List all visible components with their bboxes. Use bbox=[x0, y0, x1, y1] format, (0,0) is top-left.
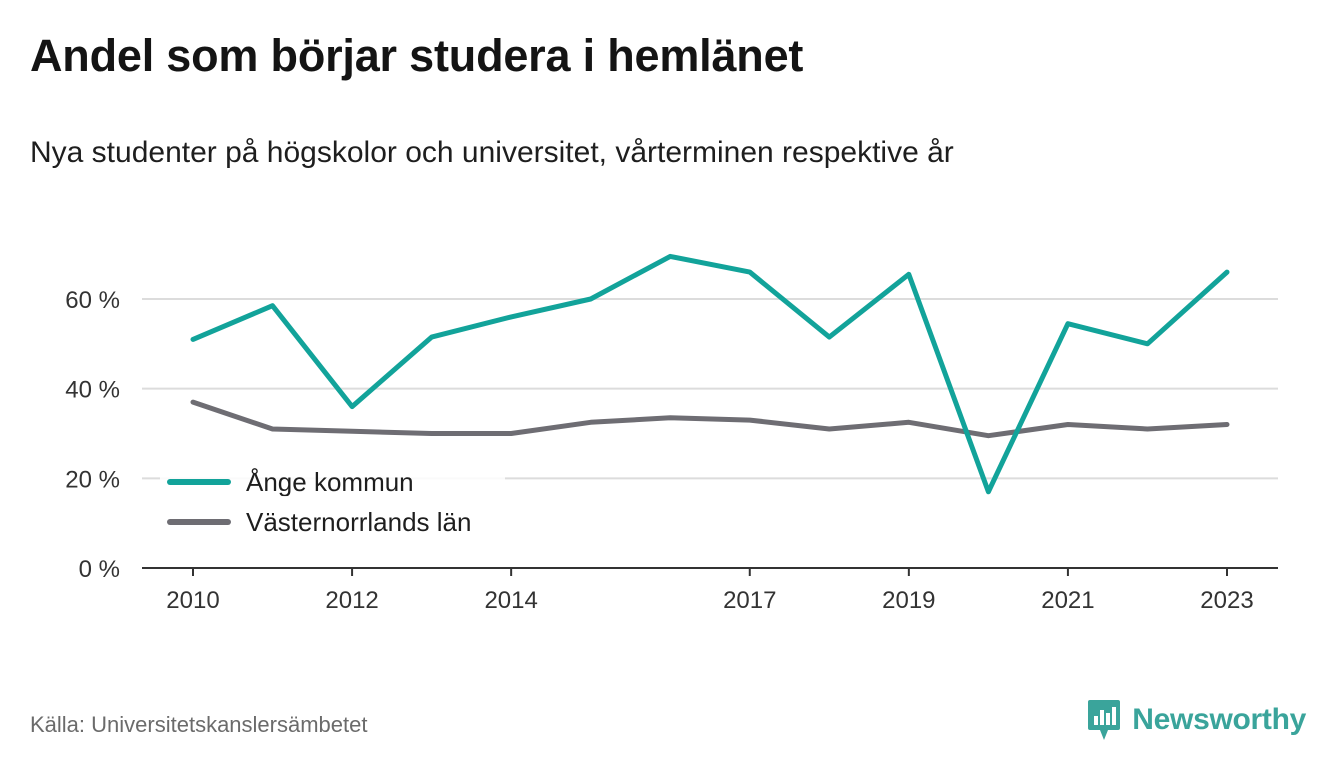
x-tick-label: 2023 bbox=[1200, 587, 1253, 614]
legend-item: Ånge kommun bbox=[160, 456, 505, 497]
y-tick-label: 40 % bbox=[65, 377, 120, 404]
legend-item: Västernorrlands län bbox=[160, 496, 505, 537]
brand-name: Newsworthy bbox=[1132, 703, 1306, 736]
x-tick-label: 2012 bbox=[325, 587, 378, 614]
x-tick-label: 2021 bbox=[1041, 587, 1094, 614]
series-lines bbox=[190, 253, 1230, 495]
x-tick-label: 2017 bbox=[723, 587, 776, 614]
source-note: Källa: Universitetskanslersämbetet bbox=[30, 712, 368, 737]
y-tick-label: 60 % bbox=[65, 287, 120, 314]
y-tick-label: 0 % bbox=[79, 556, 120, 583]
series-line-ange-kommun bbox=[190, 253, 1230, 495]
chart-subtitle: Nya studenter på högskolor och universit… bbox=[30, 136, 954, 169]
x-axis: 2010 2012 2014 2017 2019 2021 2023 bbox=[142, 567, 1278, 614]
line-chart: 0 % 20 % 40 % 60 % 2010 2012 2014 2017 2019 2021… bbox=[65, 253, 1278, 614]
legend-label: Ånge kommun bbox=[246, 467, 414, 497]
x-tick-label: 2010 bbox=[166, 587, 219, 614]
legend-label: Västernorrlands län bbox=[246, 507, 471, 537]
gridlines bbox=[142, 298, 1278, 480]
legend: Ånge kommun Västernorrlands län bbox=[160, 456, 505, 537]
chart-title: Andel som börjar studera i hemlänet bbox=[30, 30, 804, 81]
legend-item-background bbox=[160, 456, 505, 492]
series-line-vasternorrlands-lan bbox=[190, 399, 1230, 439]
x-tick-label: 2014 bbox=[484, 587, 537, 614]
legend-item-background bbox=[160, 496, 505, 532]
y-axis-ticks: 0 % 20 % 40 % 60 % bbox=[65, 287, 120, 583]
newsworthy-logo-icon bbox=[1088, 700, 1121, 740]
brand-logo: Newsworthy bbox=[1086, 698, 1306, 742]
y-tick-label: 20 % bbox=[65, 466, 120, 493]
x-tick-label: 2019 bbox=[882, 587, 935, 614]
